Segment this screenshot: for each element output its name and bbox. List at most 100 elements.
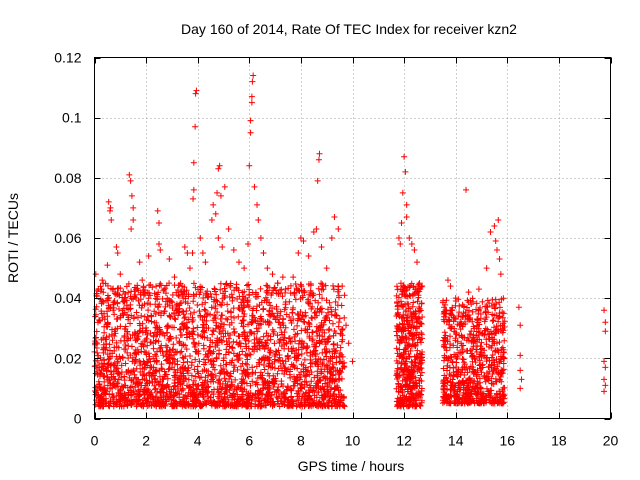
data-point [145, 307, 152, 314]
data-point [327, 386, 334, 393]
data-point [321, 336, 328, 343]
data-point [280, 322, 287, 329]
data-point [394, 286, 401, 293]
data-point [241, 311, 248, 318]
data-point [133, 286, 140, 293]
data-point [323, 265, 330, 272]
data-point [101, 316, 108, 323]
data-point [175, 282, 182, 289]
data-point [201, 356, 208, 363]
data-point [303, 345, 310, 352]
data-point [330, 365, 337, 372]
data-point [138, 348, 145, 355]
data-point [188, 372, 195, 379]
data-point [106, 207, 113, 214]
data-point [244, 371, 251, 378]
data-point [148, 313, 155, 320]
data-point [207, 290, 214, 297]
data-point [413, 397, 420, 404]
data-point [338, 338, 345, 345]
data-point [215, 165, 222, 172]
data-point [473, 300, 480, 307]
data-point [295, 346, 302, 353]
data-point [234, 382, 241, 389]
data-point [217, 286, 224, 293]
data-point [246, 286, 253, 293]
data-point [417, 320, 424, 327]
data-point [160, 287, 167, 294]
data-point [416, 304, 423, 311]
data-point [409, 359, 416, 366]
data-point [136, 259, 143, 266]
data-point [281, 329, 288, 336]
data-point [498, 296, 505, 303]
data-point [245, 281, 252, 288]
data-point [415, 315, 422, 322]
data-point [104, 297, 111, 304]
data-point [469, 383, 476, 390]
data-point [161, 286, 168, 293]
data-point [114, 356, 121, 363]
data-point [199, 316, 206, 323]
data-point [274, 370, 281, 377]
data-point [393, 283, 400, 290]
data-point [398, 291, 405, 298]
data-point [196, 291, 203, 298]
data-point [190, 280, 197, 287]
data-point [142, 389, 149, 396]
data-point [291, 291, 298, 298]
y-tick-label: 0.04 [54, 290, 81, 306]
data-point [244, 332, 251, 339]
data-point [454, 344, 461, 351]
data-point [454, 338, 461, 345]
data-point [290, 362, 297, 369]
data-point [477, 311, 484, 318]
data-point [208, 216, 215, 223]
data-point [418, 399, 425, 406]
data-point [164, 322, 171, 329]
data-point [339, 326, 346, 333]
data-point [490, 381, 497, 388]
data-point [463, 186, 470, 193]
data-point [466, 365, 473, 372]
data-point [405, 341, 412, 348]
data-point [231, 329, 238, 336]
data-point [131, 332, 138, 339]
data-point [249, 312, 256, 319]
data-point [152, 351, 159, 358]
data-point [156, 367, 163, 374]
x-tick-label: 8 [297, 433, 305, 449]
data-point [458, 332, 465, 339]
data-point [243, 333, 250, 340]
data-point [242, 340, 249, 347]
data-point [127, 177, 134, 184]
data-point [202, 307, 209, 314]
data-point [292, 331, 299, 338]
data-point [475, 332, 482, 339]
data-point [218, 320, 225, 327]
data-point [254, 328, 261, 335]
data-point [162, 303, 169, 310]
data-point [172, 316, 179, 323]
data-point [92, 370, 99, 377]
data-point [339, 360, 346, 367]
data-point [496, 339, 503, 346]
data-point [260, 354, 267, 361]
data-point [176, 293, 183, 300]
data-point [316, 308, 323, 315]
data-point [456, 399, 463, 406]
data-point [218, 339, 225, 346]
data-point [281, 306, 288, 313]
data-point [122, 360, 129, 367]
data-point [308, 378, 315, 385]
data-point [464, 369, 471, 376]
data-point [171, 309, 178, 316]
data-point [336, 359, 343, 366]
data-point [459, 378, 466, 385]
data-point [102, 280, 109, 287]
data-point [237, 363, 244, 370]
data-point [177, 325, 184, 332]
data-point [284, 396, 291, 403]
data-point [178, 331, 185, 338]
data-point [181, 290, 188, 297]
